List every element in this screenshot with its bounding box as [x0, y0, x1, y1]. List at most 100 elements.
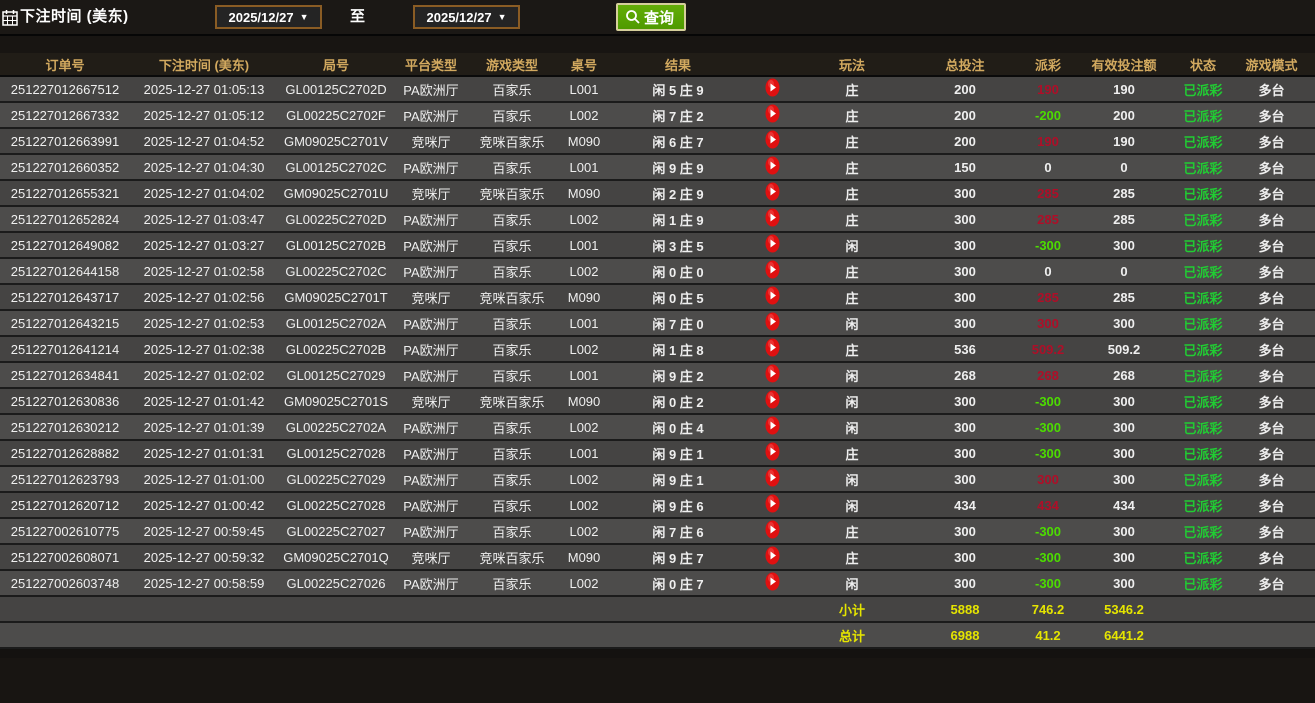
cell-time: 2025-12-27 00:58:59 [130, 570, 278, 597]
replay-play-icon[interactable] [765, 442, 780, 461]
column-header-result: 结果 [612, 53, 744, 77]
replay-play-icon[interactable] [765, 78, 780, 97]
cell-payout: -300 [1026, 232, 1070, 259]
cell-result: 闲 1 庄 9 [612, 206, 744, 233]
cell-time: 2025-12-27 01:01:42 [130, 388, 278, 415]
cell-game_type: 百家乐 [468, 310, 556, 337]
replay-play-icon[interactable] [765, 312, 780, 331]
cell-round: GL00125C27029 [278, 362, 394, 389]
replay-cell [744, 310, 800, 337]
column-header-mode: 游戏模式 [1228, 53, 1315, 77]
table-row: 251227012628882 2025-12-27 01:01:31 GL0012… [0, 440, 1315, 467]
cell-game_type: 百家乐 [468, 102, 556, 129]
chevron-down-icon: ▼ [497, 12, 507, 22]
cell-result: 闲 7 庄 2 [612, 102, 744, 129]
cell-bet_on: 闲 [800, 310, 904, 337]
cell-time: 2025-12-27 01:02:56 [130, 284, 278, 311]
cell-time: 2025-12-27 01:04:30 [130, 154, 278, 181]
cell-platform: PA欧洲厅 [394, 258, 468, 285]
cell-game_type: 百家乐 [468, 206, 556, 233]
cell-bet_on: 闲 [800, 414, 904, 441]
column-header-order: 订单号 [0, 53, 130, 77]
cell-status: 已派彩 [1178, 570, 1228, 597]
cell-table_no: L001 [556, 440, 612, 467]
replay-play-icon[interactable] [765, 156, 780, 175]
table-row: 251227012641214 2025-12-27 01:02:38 GL0022… [0, 336, 1315, 363]
total-total_bet: 6988 [904, 622, 1026, 649]
cell-total_bet: 300 [904, 466, 1026, 493]
cell-payout: 190 [1026, 76, 1070, 103]
replay-play-icon[interactable] [765, 468, 780, 487]
cell-mode: 多台 [1228, 310, 1315, 337]
replay-play-icon[interactable] [765, 572, 780, 591]
replay-play-icon[interactable] [765, 546, 780, 565]
cell-payout: 285 [1026, 206, 1070, 233]
cell-payout: -300 [1026, 544, 1070, 571]
cell-total_bet: 300 [904, 206, 1026, 233]
cell-bet_on: 庄 [800, 544, 904, 571]
replay-play-icon[interactable] [765, 364, 780, 383]
replay-play-icon[interactable] [765, 520, 780, 539]
cell-status: 已派彩 [1178, 466, 1228, 493]
total-label: 总计 [800, 622, 904, 649]
cell-valid_bet: 300 [1070, 388, 1178, 415]
cell-valid_bet: 300 [1070, 414, 1178, 441]
cell-order: 251227012643215 [0, 310, 130, 337]
cell-valid_bet: 300 [1070, 570, 1178, 597]
cell-result: 闲 0 庄 4 [612, 414, 744, 441]
cell-status: 已派彩 [1178, 492, 1228, 519]
cell-mode: 多台 [1228, 414, 1315, 441]
cell-status: 已派彩 [1178, 76, 1228, 103]
cell-result: 闲 5 庄 9 [612, 76, 744, 103]
cell-time: 2025-12-27 01:03:27 [130, 232, 278, 259]
cell-time: 2025-12-27 01:02:38 [130, 336, 278, 363]
replay-play-icon[interactable] [765, 338, 780, 357]
replay-play-icon[interactable] [765, 416, 780, 435]
cell-bet_on: 庄 [800, 258, 904, 285]
cell-platform: PA欧洲厅 [394, 570, 468, 597]
cell-time: 2025-12-27 01:01:31 [130, 440, 278, 467]
cell-game_type: 百家乐 [468, 518, 556, 545]
replay-play-icon[interactable] [765, 130, 780, 149]
cell-table_no: L002 [556, 414, 612, 441]
table-row: 251227012623793 2025-12-27 01:01:00 GL0022… [0, 466, 1315, 493]
replay-play-icon[interactable] [765, 104, 780, 123]
date-to-picker[interactable]: 2025/12/27 ▼ [413, 5, 520, 29]
cell-result: 闲 9 庄 9 [612, 154, 744, 181]
table-row: 251227012652824 2025-12-27 01:03:47 GL0022… [0, 206, 1315, 233]
cell-mode: 多台 [1228, 440, 1315, 467]
cell-total_bet: 300 [904, 570, 1026, 597]
subtotal-label: 小计 [800, 596, 904, 623]
cell-valid_bet: 190 [1070, 76, 1178, 103]
cell-round: GM09025C2701T [278, 284, 394, 311]
cell-valid_bet: 300 [1070, 518, 1178, 545]
total-row: 总计 6988 41.2 6441.2 [0, 622, 1315, 649]
replay-play-icon[interactable] [765, 234, 780, 253]
cell-table_no: M090 [556, 388, 612, 415]
cell-order: 251227012667332 [0, 102, 130, 129]
cell-platform: 竞咪厅 [394, 388, 468, 415]
subtotal-payout: 746.2 [1026, 596, 1070, 623]
replay-play-icon[interactable] [765, 286, 780, 305]
date-from-picker[interactable]: 2025/12/27 ▼ [215, 5, 322, 29]
table-header-row: 订单号 下注时间 (美东) 局号 平台类型 游戏类型 桌号 结果 玩法 总投注 派彩 有效投注额 状态… [0, 53, 1315, 77]
cell-round: GL00225C27029 [278, 466, 394, 493]
cell-order: 251227012660352 [0, 154, 130, 181]
query-button[interactable]: 查询 [616, 3, 687, 31]
cell-mode: 多台 [1228, 570, 1315, 597]
cell-platform: PA欧洲厅 [394, 154, 468, 181]
replay-play-icon[interactable] [765, 494, 780, 513]
cell-valid_bet: 200 [1070, 102, 1178, 129]
replay-play-icon[interactable] [765, 182, 780, 201]
replay-play-icon[interactable] [765, 260, 780, 279]
cell-platform: PA欧洲厅 [394, 232, 468, 259]
replay-play-icon[interactable] [765, 390, 780, 409]
cell-result: 闲 6 庄 7 [612, 128, 744, 155]
cell-result: 闲 9 庄 6 [612, 492, 744, 519]
replay-play-icon[interactable] [765, 208, 780, 227]
cell-round: GL00225C2702C [278, 258, 394, 285]
replay-cell [744, 180, 800, 207]
cell-time: 2025-12-27 01:01:00 [130, 466, 278, 493]
subtotal-valid_bet: 5346.2 [1070, 596, 1178, 623]
